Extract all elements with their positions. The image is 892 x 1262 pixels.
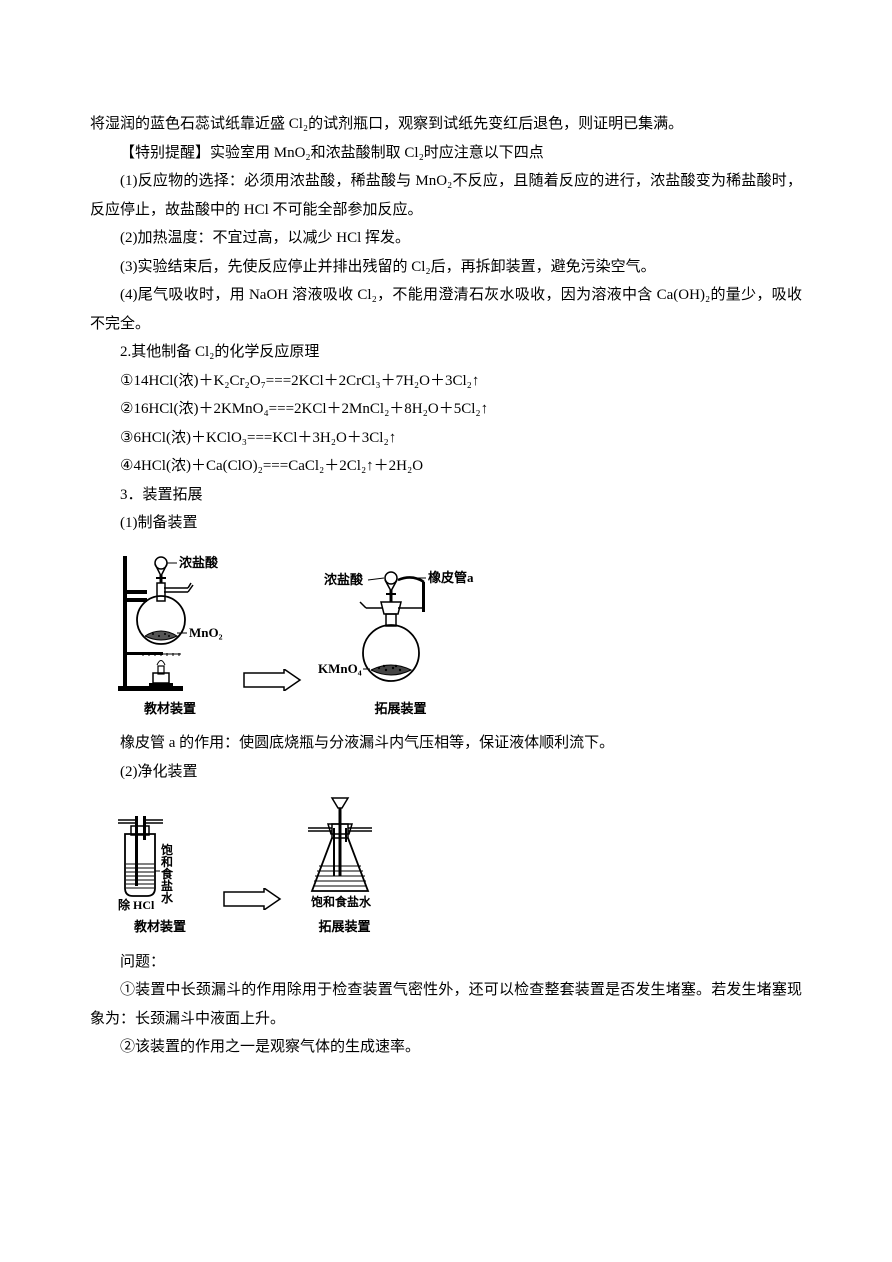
question-1: ①装置中长颈漏斗的作用除用于检查装置气密性外，还可以检查整套装置是否发生堵塞。若… bbox=[90, 976, 802, 1033]
questions-heading: 问题： bbox=[90, 948, 802, 977]
textbook-purify-apparatus: 饱 和 食 盐 水 除 HCl 教材装置 bbox=[113, 816, 208, 940]
equation-1: ①14HCl(浓)＋K₂Cr₂O₇===2KCl＋2CrCl₃＋7H₂O＋3Cl… bbox=[90, 367, 802, 396]
reminder-point-4: (4)尾气吸收时，用 NaOH 溶液吸收 Cl₂，不能用澄清石灰水吸收，因为溶液… bbox=[90, 281, 802, 338]
subsection-2-title: (2)净化装置 bbox=[90, 758, 802, 787]
arrow-icon bbox=[242, 669, 302, 691]
paragraph-litmus: 将湿润的蓝色石蕊试纸靠近盛 Cl₂的试剂瓶口，观察到试纸先变红后退色，则证明已集… bbox=[90, 110, 802, 139]
svg-text:KMnO₄: KMnO₄ bbox=[318, 661, 362, 676]
reminder-heading: 【特别提醒】实验室用 MnO₂和浓盐酸制取 Cl₂时应注意以下四点 bbox=[90, 139, 802, 168]
purification-apparatus-diagram: 饱 和 食 盐 水 除 HCl 教材装置 bbox=[90, 796, 802, 940]
textbook-purify-icon: 饱 和 食 盐 水 除 HCl bbox=[113, 816, 208, 911]
svg-text:MnO₂: MnO₂ bbox=[189, 625, 223, 640]
arrow-icon-2 bbox=[222, 888, 282, 910]
textbook-caption: 教材装置 bbox=[144, 697, 196, 722]
extended-caption: 拓展装置 bbox=[374, 697, 426, 722]
svg-text:除 HCl: 除 HCl bbox=[118, 897, 155, 911]
reminder-point-2: (2)加热温度：不宜过高，以减少 HCl 挥发。 bbox=[90, 224, 802, 253]
extended-apparatus: 浓盐酸 橡皮管a bbox=[316, 568, 486, 722]
extended-purify-apparatus: 饱和食盐水 拓展装置 bbox=[296, 796, 394, 940]
svg-text:饱和食盐水: 饱和食盐水 bbox=[311, 894, 372, 909]
preparation-apparatus-diagram: 浓盐酸 MnO₂ bbox=[90, 548, 802, 722]
question-2: ②该装置的作用之一是观察气体的生成速率。 bbox=[90, 1033, 802, 1062]
textbook-apparatus-icon: 浓盐酸 MnO₂ bbox=[113, 548, 228, 693]
section-2-title: 2.其他制备 Cl₂的化学反应原理 bbox=[90, 338, 802, 367]
svg-text:水: 水 bbox=[161, 890, 174, 905]
equation-3: ③6HCl(浓)＋KClO₃===KCl＋3H₂O＋3Cl₂↑ bbox=[90, 424, 802, 453]
section-3-title: 3．装置拓展 bbox=[90, 481, 802, 510]
extended-purify-icon: 饱和食盐水 bbox=[296, 796, 394, 911]
textbook-purify-caption: 教材装置 bbox=[134, 915, 186, 940]
svg-text:浓盐酸: 浓盐酸 bbox=[324, 572, 364, 587]
textbook-apparatus: 浓盐酸 MnO₂ bbox=[113, 548, 228, 722]
equation-4: ④4HCl(浓)＋Ca(ClO)₂===CaCl₂＋2Cl₂↑＋2H₂O bbox=[90, 452, 802, 481]
svg-text:橡皮管a: 橡皮管a bbox=[428, 570, 474, 585]
reminder-point-1: (1)反应物的选择：必须用浓盐酸，稀盐酸与 MnO₂不反应，且随着反应的进行，浓… bbox=[90, 167, 802, 224]
extended-purify-caption: 拓展装置 bbox=[318, 915, 370, 940]
subsection-1-title: (1)制备装置 bbox=[90, 509, 802, 538]
document-body: 将湿润的蓝色石蕊试纸靠近盛 Cl₂的试剂瓶口，观察到试纸先变红后退色，则证明已集… bbox=[90, 110, 802, 1062]
svg-text:浓盐酸: 浓盐酸 bbox=[179, 555, 219, 570]
equation-2: ②16HCl(浓)＋2KMnO₄===2KCl＋2MnCl₂＋8H₂O＋5Cl₂… bbox=[90, 395, 802, 424]
extended-apparatus-icon: 浓盐酸 橡皮管a bbox=[316, 568, 486, 693]
rubber-tube-note: 橡皮管 a 的作用：使圆底烧瓶与分液漏斗内气压相等，保证液体顺利流下。 bbox=[90, 729, 802, 758]
reminder-point-3: (3)实验结束后，先使反应停止并排出残留的 Cl₂后，再拆卸装置，避免污染空气。 bbox=[90, 253, 802, 282]
